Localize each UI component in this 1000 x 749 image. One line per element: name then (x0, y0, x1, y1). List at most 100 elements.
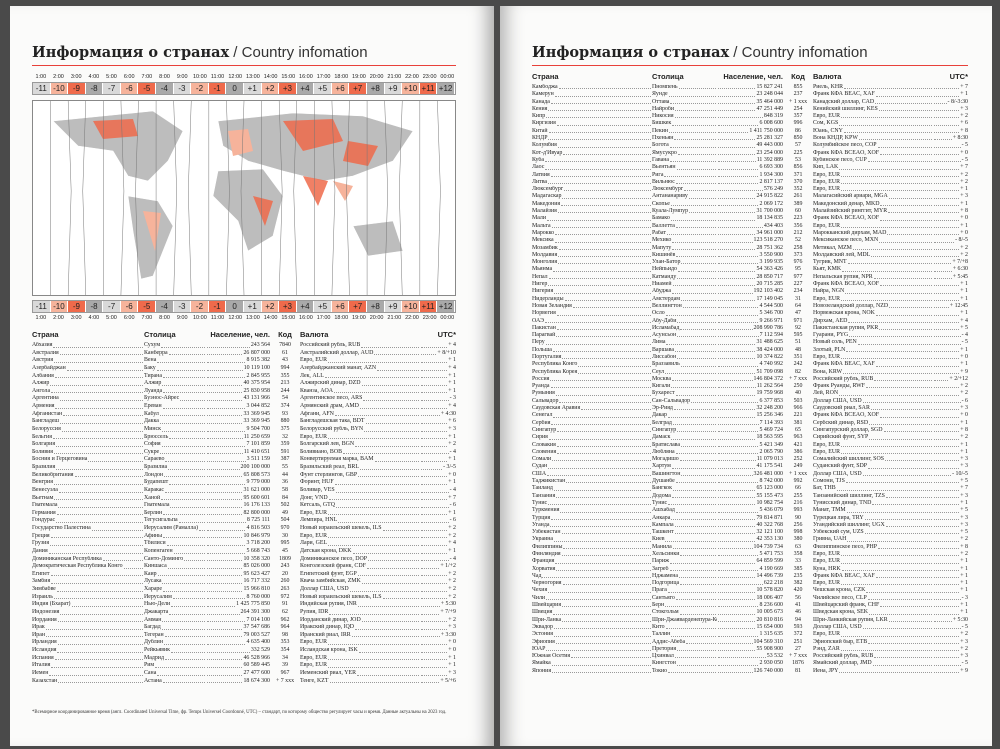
cell-utc: + 2 (933, 536, 968, 543)
cell-utc: + 1 (420, 655, 456, 663)
cell-code: 359 (270, 441, 300, 449)
capital-text: Хельсинки (652, 551, 680, 557)
code-text: 56 (795, 594, 801, 601)
country-text: Туркмения (532, 507, 560, 514)
utc-text: + 4 (448, 364, 456, 371)
population-text: 18 674 300 (243, 677, 270, 684)
country-text: Египет (32, 570, 50, 577)
capital-text: Иерусалим (Рамалла) (144, 525, 198, 531)
capital-text: Амман (144, 616, 162, 623)
timezone-time: 15:00 (281, 74, 296, 80)
timezone-boundary (187, 100, 192, 296)
cell-population: 4 740 992 (717, 361, 783, 368)
timezone-boundary (173, 100, 177, 296)
country-text: Иран (32, 631, 45, 638)
cell-country: Бельгия (32, 434, 144, 442)
currency-text: Конголезский франк, CDF (300, 563, 366, 570)
utc-text: + 1 (960, 310, 968, 317)
cell-utc: + 1 (933, 580, 968, 587)
cell-currency: Евро, EUR (813, 172, 933, 179)
cell-country: Йемен (32, 670, 144, 678)
cell-country: Канада (532, 99, 652, 106)
cell-population: 8 915 382 (206, 357, 270, 365)
currency-text: Австралийский доллар, AUD (300, 349, 374, 356)
timezone-time: 11:00 (210, 74, 225, 80)
timezone-offset: +7 (349, 301, 367, 312)
utc-text: + 2 (448, 441, 456, 448)
cell-utc: - 5 (933, 157, 968, 164)
code-text: 351 (793, 353, 803, 360)
cell-code: 92 (783, 325, 813, 332)
timezone-times-top: 1:00 2:00 3:00 4:00 5:00 6:00 7:00 8:00 9:00 10:0… (32, 74, 456, 82)
cell-population: 104 569 310 (717, 639, 783, 646)
cell-country: Сирия (532, 434, 652, 441)
country-text: Украина (532, 536, 553, 543)
cell-population: 40 322 768 (717, 522, 783, 529)
population-text: 40 375 954 (243, 380, 270, 387)
cell-utc: + 12:45 (933, 303, 968, 310)
utc-text: + 1 (960, 448, 968, 455)
timezone-offset: -11 (33, 83, 51, 94)
country-text: Руанда (532, 383, 550, 390)
cell-population: 23 248 044 (717, 91, 783, 98)
cell-country: Словения (532, 449, 652, 456)
utc-text: - 6 (961, 397, 968, 404)
code-text: 254 (793, 105, 803, 112)
country-text: Черногория (532, 580, 562, 587)
population-text: 24 915 822 (756, 193, 783, 200)
capital-text: Яунде (652, 91, 668, 98)
cell-code: 255 (783, 493, 813, 500)
utc-text: + 1 (960, 361, 968, 368)
cell-utc: - 3 (420, 395, 456, 403)
cell-utc: + 1 (933, 558, 968, 565)
country-text: Демократическая Республика Конго (32, 563, 123, 570)
country-text: Сомали (532, 456, 552, 463)
population-text: 1 425 775 850 (236, 601, 270, 608)
population-text: 7 114 393 (759, 419, 783, 426)
cell-currency: Узбекский сум, UZS (813, 529, 933, 536)
cell-capital: Вашингтон (652, 471, 717, 478)
capital-text: Бангкок (652, 485, 672, 492)
cell-utc: + 0 (933, 215, 968, 222)
cell-population: 7 101 859 (206, 441, 270, 449)
cell-currency: Бразильский реал, BRL (300, 464, 420, 472)
cell-population: 200 100 000 (206, 464, 270, 472)
table-row: Кот-д'Ивуар Ямусукро 23 254 000 225 Франк КФ… (532, 150, 968, 157)
code-text: 964 (280, 624, 290, 631)
capital-text: Сана (144, 669, 157, 676)
page-title: Информация о странах / Country infomatio… (532, 44, 968, 66)
cell-country: Иран (32, 632, 144, 640)
cell-country: Мальта (532, 223, 652, 230)
population-text: 27 477 600 (243, 669, 270, 676)
cell-capital: Гватемала (144, 502, 206, 510)
cell-country: ЮАР (532, 646, 652, 653)
population-text: 10 578 820 (756, 587, 783, 594)
cell-capital: София (144, 441, 206, 449)
cell-utc: + 0 (420, 639, 456, 647)
cell-currency: Манат, TMM (813, 507, 933, 514)
cell-code: 242 (783, 361, 813, 368)
country-text: Мали (532, 215, 546, 222)
cell-code: 258 (783, 245, 813, 252)
population-text: 126 740 000 (753, 667, 783, 674)
code-text: 43 (282, 357, 288, 364)
cell-capital: Хараре (144, 586, 206, 594)
cell-currency: Македонский денар, MKD (813, 201, 933, 208)
currency-text: Франк КФА BCEAO, XOF (813, 412, 880, 419)
currency-text: Евро, EUR (813, 186, 840, 193)
capital-text: Пхеньян (652, 135, 674, 142)
cell-code: 54 (270, 395, 300, 403)
utc-text: + 7 (960, 84, 968, 90)
table-row: Киргизия Бишкек 6 008 600 996 Сом, KGS + 6 (532, 120, 968, 127)
timezone-offset: -10 (50, 83, 69, 94)
cell-capital: Оттава (652, 99, 717, 106)
capital-text: Афины (144, 532, 163, 539)
population-text: 79 814 871 (756, 514, 783, 521)
currency-text: Метикал, MZM (813, 244, 852, 251)
cell-population: 11 410 651 (206, 449, 270, 457)
cell-capital: Прага (652, 587, 717, 594)
timezone-boundary (331, 100, 336, 296)
capital-text: Алжир (144, 380, 162, 387)
cell-code: 353 (270, 639, 300, 647)
currency-text: Вона КНДР, KPW (813, 135, 858, 142)
